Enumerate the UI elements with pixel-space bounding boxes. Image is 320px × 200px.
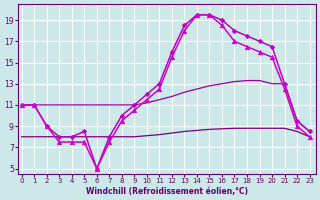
X-axis label: Windchill (Refroidissement éolien,°C): Windchill (Refroidissement éolien,°C) (86, 187, 248, 196)
